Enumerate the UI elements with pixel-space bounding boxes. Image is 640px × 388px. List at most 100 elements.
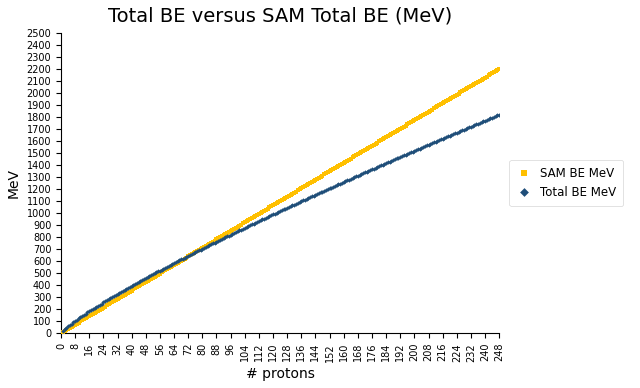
SAM BE MeV [337, 161, 347, 167]
SAM BE MeV [342, 158, 353, 164]
SAM BE MeV [303, 181, 314, 187]
SAM BE MeV [172, 260, 182, 266]
SAM BE MeV [445, 96, 455, 102]
SAM BE MeV [332, 164, 342, 170]
Total BE MeV [271, 210, 282, 216]
Total BE MeV [420, 143, 430, 149]
SAM BE MeV [190, 249, 200, 255]
SAM BE MeV [86, 312, 96, 318]
Total BE MeV [243, 223, 253, 229]
Total BE MeV [360, 170, 370, 176]
SAM BE MeV [300, 183, 310, 189]
Total BE MeV [349, 174, 360, 180]
SAM BE MeV [372, 139, 382, 146]
Total BE MeV [321, 187, 331, 193]
SAM BE MeV [335, 162, 346, 168]
SAM BE MeV [349, 153, 360, 159]
SAM BE MeV [422, 110, 432, 116]
SAM BE MeV [285, 192, 296, 198]
Total BE MeV [215, 237, 225, 243]
SAM BE MeV [397, 125, 407, 131]
Total BE MeV [137, 277, 147, 283]
Total BE MeV [93, 303, 103, 309]
Total BE MeV [195, 246, 205, 253]
Total BE MeV [275, 208, 285, 214]
SAM BE MeV [314, 175, 324, 181]
Total BE MeV [86, 307, 96, 313]
SAM BE MeV [364, 145, 374, 151]
SAM BE MeV [97, 306, 107, 312]
Total BE MeV [84, 308, 94, 314]
Total BE MeV [144, 273, 154, 279]
Total BE MeV [307, 193, 317, 199]
SAM BE MeV [333, 163, 344, 169]
SAM BE MeV [308, 178, 319, 184]
SAM BE MeV [83, 314, 93, 320]
Total BE MeV [229, 230, 239, 236]
Total BE MeV [280, 206, 291, 212]
Total BE MeV [294, 199, 305, 205]
SAM BE MeV [434, 102, 444, 108]
Total BE MeV [174, 257, 184, 263]
SAM BE MeV [146, 276, 156, 282]
Total BE MeV [164, 263, 174, 269]
SAM BE MeV [227, 227, 237, 233]
SAM BE MeV [217, 233, 227, 239]
Total BE MeV [97, 300, 107, 307]
SAM BE MeV [70, 322, 80, 328]
Total BE MeV [181, 254, 191, 260]
Total BE MeV [367, 166, 377, 173]
Total BE MeV [188, 250, 198, 256]
Total BE MeV [312, 191, 323, 197]
SAM BE MeV [369, 142, 379, 148]
Total BE MeV [197, 246, 207, 252]
SAM BE MeV [282, 194, 292, 200]
Total BE MeV [397, 153, 407, 159]
SAM BE MeV [395, 126, 405, 132]
SAM BE MeV [93, 308, 103, 314]
Total BE MeV [206, 241, 216, 248]
Total BE MeV [390, 156, 400, 162]
Total BE MeV [211, 239, 221, 245]
SAM BE MeV [262, 206, 273, 212]
SAM BE MeV [199, 244, 209, 250]
Total BE MeV [385, 158, 395, 165]
SAM BE MeV [417, 113, 427, 119]
SAM BE MeV [432, 103, 442, 109]
SAM BE MeV [351, 152, 361, 158]
Total BE MeV [387, 158, 397, 164]
SAM BE MeV [95, 307, 105, 313]
SAM BE MeV [130, 285, 140, 291]
SAM BE MeV [469, 81, 479, 87]
Total BE MeV [487, 114, 497, 121]
Y-axis label: MeV: MeV [7, 168, 21, 198]
Total BE MeV [118, 288, 128, 294]
SAM BE MeV [420, 111, 430, 117]
SAM BE MeV [280, 195, 291, 201]
SAM BE MeV [292, 187, 303, 194]
SAM BE MeV [301, 182, 312, 188]
Total BE MeV [317, 189, 328, 195]
SAM BE MeV [406, 119, 416, 125]
SAM BE MeV [192, 248, 202, 254]
Total BE MeV [355, 172, 365, 178]
Total BE MeV [348, 175, 358, 181]
SAM BE MeV [353, 151, 363, 158]
SAM BE MeV [402, 121, 412, 128]
Total BE MeV [169, 260, 179, 266]
Total BE MeV [261, 215, 271, 221]
SAM BE MeV [459, 87, 469, 94]
SAM BE MeV [194, 247, 204, 253]
SAM BE MeV [234, 222, 244, 229]
Total BE MeV [436, 136, 446, 142]
Total BE MeV [284, 204, 294, 210]
SAM BE MeV [457, 88, 467, 95]
SAM BE MeV [215, 234, 225, 241]
Total BE MeV [65, 322, 75, 328]
Total BE MeV [333, 181, 344, 187]
Total BE MeV [121, 286, 131, 292]
Total BE MeV [305, 194, 316, 200]
Total BE MeV [250, 220, 260, 226]
Total BE MeV [238, 225, 248, 232]
SAM BE MeV [446, 95, 456, 101]
